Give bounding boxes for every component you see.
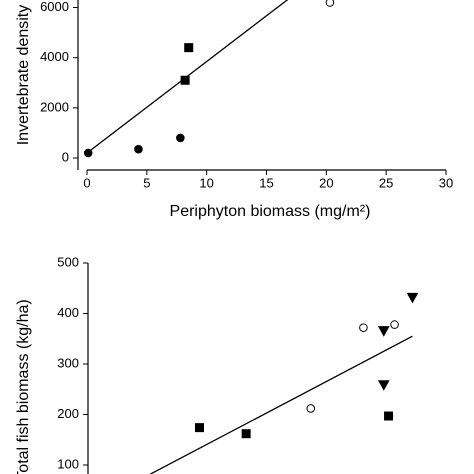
x-tick-label: 25 (379, 175, 393, 190)
point (390, 320, 399, 329)
fit-line (150, 335, 413, 474)
point (194, 423, 204, 433)
y-tick-label: 4000 (40, 49, 69, 64)
y-tick-label: 0 (62, 149, 69, 164)
point (176, 133, 185, 143)
x-tick-label: 30 (439, 175, 453, 190)
point (184, 43, 194, 53)
point (359, 323, 368, 332)
x-tick-label: 10 (199, 175, 213, 190)
y-tick-label: 300 (57, 355, 79, 370)
x-axis-label: Periphyton biomass (mg/m²) (170, 203, 371, 220)
point (83, 148, 93, 158)
y-tick-label: 2000 (40, 99, 69, 114)
fit-line (86, 0, 289, 154)
point (180, 75, 190, 85)
point (134, 144, 143, 154)
y-tick-label: 500 (57, 254, 79, 269)
y-tick-label: 100 (57, 456, 79, 471)
y-axis-label: Total fish biomass (kg/ha) (15, 299, 32, 474)
point (377, 326, 390, 337)
point (377, 380, 390, 391)
point (325, 0, 335, 7)
y-tick-label: 6000 (40, 0, 69, 14)
x-tick-label: 15 (259, 175, 273, 190)
y-tick-label: 400 (57, 305, 79, 320)
point (406, 292, 419, 304)
point (241, 429, 251, 439)
y-tick-label: 200 (57, 406, 79, 421)
x-tick-label: 5 (143, 175, 150, 190)
y-axis-label: Invertebrate density (15, 5, 32, 146)
x-tick-label: 0 (83, 175, 90, 190)
point (306, 404, 316, 413)
point (384, 411, 394, 421)
x-tick-label: 20 (319, 175, 333, 190)
